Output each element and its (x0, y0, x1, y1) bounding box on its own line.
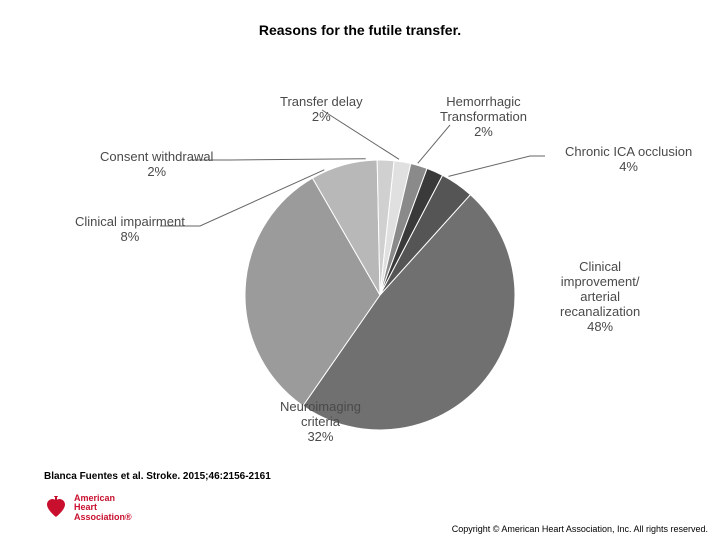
slice-label: Transfer delay 2% (280, 95, 363, 125)
leader-line (449, 156, 546, 176)
citation-text: Blanca Fuentes et al. Stroke. 2015;46:21… (44, 471, 271, 482)
aha-logo: American Heart Association® (44, 494, 132, 522)
slice-label: Chronic ICA occlusion 4% (565, 145, 692, 175)
pie-chart: Clinical improvement/ arterial recanaliz… (0, 50, 720, 450)
copyright-text: Copyright © American Heart Association, … (452, 524, 708, 534)
logo-text: American Heart Association® (74, 494, 132, 522)
chart-title: Reasons for the futile transfer. (0, 22, 720, 38)
slice-label: Neuroimaging criteria 32% (280, 400, 361, 445)
logo-line3: Association® (74, 513, 132, 522)
slice-label: Clinical impairment 8% (75, 215, 185, 245)
heart-torch-icon (44, 496, 68, 520)
slice-label: Consent withdrawal 2% (100, 150, 213, 180)
slice-label: Clinical improvement/ arterial recanaliz… (560, 260, 640, 335)
leader-line (190, 159, 366, 160)
slide-root: Reasons for the futile transfer. Clinica… (0, 0, 720, 540)
slice-label: Hemorrhagic Transformation 2% (440, 95, 527, 140)
